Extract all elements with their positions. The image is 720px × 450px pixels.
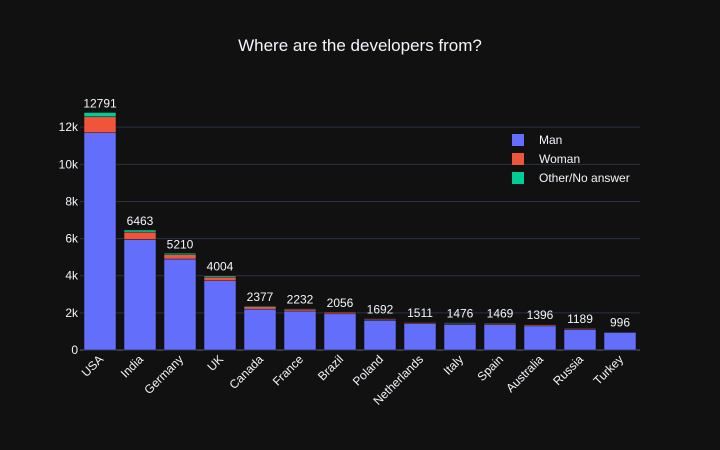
bar-segment[interactable] — [203, 280, 237, 351]
bar-segment[interactable] — [243, 308, 277, 351]
x-tick-label: Poland — [350, 352, 386, 388]
bar-segment[interactable] — [163, 254, 197, 260]
y-tick-label: 8k — [65, 194, 79, 208]
bar-total-label: 6463 — [127, 214, 154, 228]
bar-segment[interactable] — [443, 322, 477, 324]
bar-total-label: 1692 — [367, 303, 394, 317]
y-tick-label: 12k — [59, 120, 79, 134]
chart-title: Where are the developers from? — [238, 36, 482, 55]
legend-swatch[interactable] — [512, 134, 524, 146]
x-tick-label: Brazil — [315, 352, 346, 383]
bar-segment[interactable] — [483, 324, 517, 351]
bar-segment[interactable] — [83, 116, 117, 134]
bar-total-label: 4004 — [207, 260, 234, 274]
bar-total-label: 12791 — [83, 96, 117, 110]
legend[interactable]: Man Woman Other/No answer — [512, 133, 630, 185]
bar-segment[interactable] — [323, 313, 357, 351]
x-tick-label: Australia — [503, 352, 546, 395]
y-tick-label: 4k — [65, 269, 79, 283]
x-tick-label: Turkey — [591, 352, 627, 388]
y-tick-label: 6k — [65, 232, 79, 246]
bar-segment[interactable] — [83, 132, 117, 351]
y-axis-ticks: 0 2k 4k 6k 8k 10k 12k — [59, 120, 79, 357]
bar-segment[interactable] — [403, 321, 437, 323]
legend-item[interactable]: Other/No answer — [512, 171, 630, 185]
x-tick-label: UK — [204, 352, 226, 374]
bar-segment[interactable] — [123, 229, 157, 233]
bar-segment[interactable] — [283, 308, 317, 312]
x-tick-label: Canada — [226, 352, 266, 392]
legend-swatch[interactable] — [512, 153, 524, 165]
y-tick-label: 2k — [65, 306, 79, 320]
x-tick-label: Russia — [550, 352, 586, 388]
bar-segment[interactable] — [123, 239, 157, 351]
total-labels: 12791 6463 5210 4004 2377 2232 2056 1692 1511 147… — [83, 96, 630, 329]
x-tick-label: USA — [79, 352, 106, 379]
bar-total-label: 1396 — [527, 308, 554, 322]
bar-total-label: 1476 — [447, 307, 474, 321]
bar-segment[interactable] — [283, 308, 317, 310]
bars — [83, 112, 637, 351]
x-tick-label: France — [270, 352, 307, 389]
bar-segment[interactable] — [243, 305, 277, 307]
bar-segment[interactable] — [283, 310, 317, 351]
x-tick-label: India — [118, 352, 147, 381]
bar-segment[interactable] — [203, 276, 237, 281]
x-tick-label: Spain — [475, 352, 507, 384]
bar-total-label: 996 — [610, 316, 630, 330]
legend-label[interactable]: Man — [539, 133, 562, 147]
bar-total-label: 1189 — [567, 312, 593, 326]
legend-label[interactable]: Other/No answer — [539, 171, 630, 185]
bar-segment[interactable] — [603, 332, 637, 351]
bar-segment[interactable] — [203, 275, 237, 278]
legend-swatch[interactable] — [512, 172, 524, 184]
bar-segment[interactable] — [163, 258, 197, 351]
x-tick-label: Germany — [141, 352, 186, 397]
y-tick-label: 10k — [59, 157, 79, 171]
bar-total-label: 5210 — [167, 237, 194, 251]
bar-segment[interactable] — [363, 318, 397, 320]
legend-item[interactable]: Woman — [512, 152, 580, 166]
bar-segment[interactable] — [443, 324, 477, 351]
bar-total-label: 2232 — [287, 293, 314, 307]
y-tick-label: 0 — [71, 343, 78, 357]
bar-total-label: 2377 — [247, 290, 274, 304]
bar-segment[interactable] — [483, 322, 517, 324]
x-tick-label: Italy — [441, 352, 466, 377]
bar-segment[interactable] — [243, 306, 277, 310]
legend-item[interactable]: Man — [512, 133, 562, 147]
bar-segment[interactable] — [523, 325, 557, 351]
bar-total-label: 1469 — [487, 307, 514, 321]
legend-label[interactable]: Woman — [539, 152, 580, 166]
bar-segment[interactable] — [123, 231, 157, 240]
bar-segment[interactable] — [403, 323, 437, 351]
bar-segment[interactable] — [163, 253, 197, 255]
bar-segment[interactable] — [363, 320, 397, 351]
bar-segment[interactable] — [563, 329, 597, 351]
bar-total-label: 2056 — [327, 296, 354, 310]
bar-segment[interactable] — [83, 112, 117, 118]
bar-total-label: 1511 — [407, 306, 433, 320]
